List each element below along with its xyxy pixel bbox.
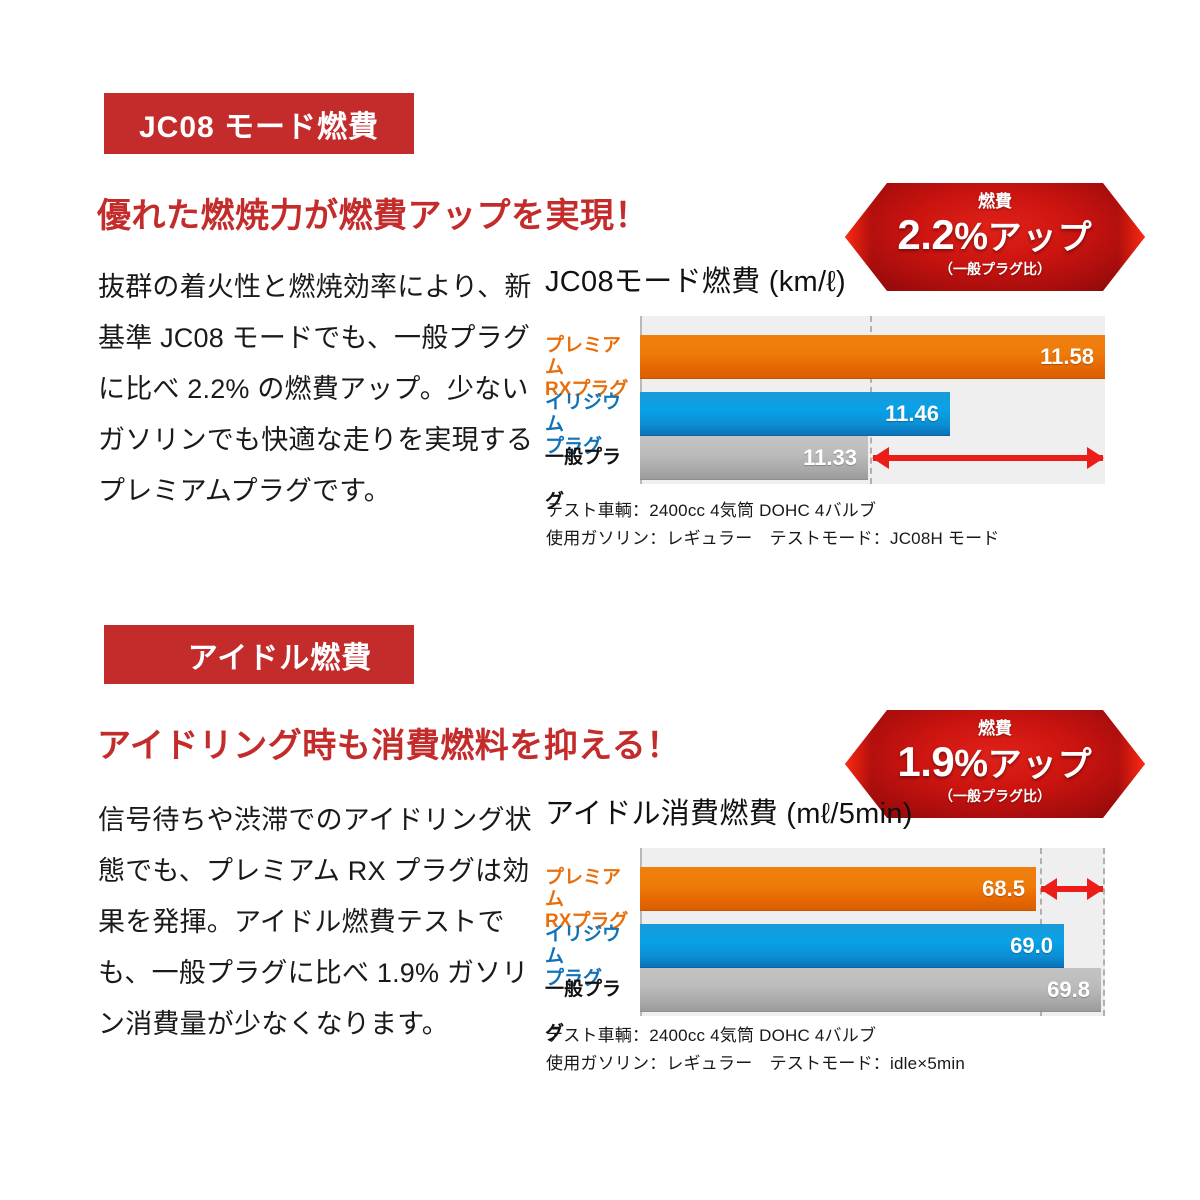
chart-bar-iridium: 11.46: [640, 392, 950, 436]
badge-percent: %: [954, 216, 988, 258]
chart-note-idle: テスト車輌：2400cc 4気筒 DOHC 4バルブ 使用ガソリン：レギュラー …: [546, 1022, 965, 1078]
section-tag-jc08: JC08 モード燃費: [104, 93, 414, 154]
reference-line-standard: [1103, 848, 1105, 1016]
chart-plot-area: プレミアム RXプラグ 68.5 イリジウム プラグ 69.0 一般プ: [545, 848, 1105, 1044]
section-idle-fuel: アイドル燃費 アイドリング時も消費燃料を抑える！ 信号待ちや渋滞でのアイドリング…: [0, 600, 1200, 1200]
chart-idle-fuel: アイドル消費燃費 (mℓ/5min) プレミアム RXプラグ 68.5: [545, 790, 1105, 1044]
badge-main-value: 2.2%アップ: [845, 212, 1145, 261]
section-copy-jc08: 抜群の着火性と燃焼効率により、新基準 JC08 モードでも、一般プラグに比べ 2…: [98, 262, 538, 517]
chart-row-label-iridium: イリジウム プラグ: [545, 924, 622, 989]
badge-main-value: 1.9%アップ: [845, 739, 1145, 788]
chart-bar-standard: 69.8: [640, 968, 1101, 1012]
section-lead-jc08: 優れた燃焼力が燃費アップを実現！: [97, 197, 649, 235]
chart-row-standard: 一般プラグ 11.33: [545, 436, 1105, 512]
note-line-fuel: 使用ガソリン：レギュラー テストモード：JC08H モード: [546, 529, 1000, 548]
chart-row-label-iridium: イリジウム プラグ: [545, 392, 622, 457]
note-line-vehicle: テスト車輌：2400cc 4気筒 DOHC 4バルブ: [546, 501, 877, 520]
badge-up-label: アップ: [987, 746, 1093, 784]
chart-bar-value-premium-rx: 11.58: [1040, 343, 1094, 369]
chart-bar-standard: 11.33: [640, 436, 868, 480]
badge-percent: %: [954, 743, 988, 785]
chart-note-jc08: テスト車輌：2400cc 4気筒 DOHC 4バルブ 使用ガソリン：レギュラー …: [546, 497, 1000, 553]
chart-row-iridium: イリジウム プラグ 11.46: [545, 392, 1105, 457]
badge-number: 1.9: [897, 738, 955, 785]
chart-row-label-standard: 一般プラグ: [545, 979, 622, 1044]
chart-row-label-standard: 一般プラグ: [545, 447, 622, 512]
copy-paragraph: 信号待ちや渋滞でのアイドリング状態でも、プレミアム RX プラグは効果を発揮。ア…: [98, 805, 532, 1039]
section-jc08-mode: JC08 モード燃費 優れた燃焼力が燃費アップを実現！ 抜群の着火性と燃焼効率に…: [0, 0, 1200, 600]
section-copy-idle: 信号待ちや渋滞でのアイドリング状態でも、プレミアム RX プラグは効果を発揮。ア…: [98, 795, 538, 1050]
copy-paragraph: 抜群の着火性と燃焼効率により、新基準 JC08 モードでも、一般プラグに比べ 2…: [98, 272, 534, 506]
section-lead-idle: アイドリング時も消費燃料を抑える！: [97, 727, 681, 765]
chart-bar-value-standard: 11.33: [803, 444, 857, 470]
section-tag-idle: アイドル燃費: [104, 625, 414, 684]
chart-row-iridium: イリジウム プラグ 69.0: [545, 924, 1105, 989]
chart-bar-value-iridium: 69.0: [1010, 932, 1053, 958]
note-line-vehicle: テスト車輌：2400cc 4気筒 DOHC 4バルブ: [546, 1026, 877, 1045]
chart-bar-premium-rx: 11.58: [640, 335, 1105, 379]
arrow-head-right-icon: [1087, 878, 1104, 900]
badge-up-label: アップ: [987, 219, 1093, 257]
chart-plot-area: プレミアム RXプラグ 11.58 イリジウム プラグ 11.46 一般プラグ 11…: [545, 316, 1105, 512]
arrow-head-left-icon: [872, 447, 889, 469]
badge-fuel-gain-2-2: 燃費 2.2%アップ （一般プラグ比）: [845, 183, 1145, 291]
arrow-head-right-icon: [1087, 447, 1104, 469]
chart-title: アイドル消費燃費 (mℓ/5min): [545, 798, 913, 830]
chart-row-label-premium-rx: プレミアム RXプラグ: [545, 335, 629, 400]
badge-sub-label: （一般プラグ比）: [939, 788, 1051, 804]
chart-jc08-mode: JC08モード燃費 (km/ℓ) プレミアム RXプラグ 11.58 イリジウムプ…: [545, 258, 1105, 512]
badge-sub-label: （一般プラグ比）: [939, 261, 1051, 277]
arrow-shaft: [1041, 886, 1103, 892]
chart-row-label-premium-rx: プレミアム RXプラグ: [545, 867, 629, 932]
arrow-head-left-icon: [1040, 878, 1057, 900]
chart-row-premium-rx: プレミアム RXプラグ 11.58: [545, 335, 1105, 400]
badge-fuel-gain-1-9: 燃費 1.9%アップ （一般プラグ比）: [845, 710, 1145, 818]
note-line-fuel: 使用ガソリン：レギュラー テストモード：idle×5min: [546, 1054, 966, 1073]
chart-bar-premium-rx: 68.5: [640, 867, 1036, 911]
chart-title: JC08モード燃費 (km/ℓ): [545, 266, 846, 298]
chart-row-premium-rx: プレミアム RXプラグ 68.5: [545, 867, 1105, 932]
arrow-shaft: [873, 455, 1103, 461]
chart-bar-value-standard: 69.8: [1047, 976, 1090, 1002]
chart-row-standard: 一般プラグ 69.8: [545, 968, 1105, 1044]
badge-number: 2.2: [897, 211, 955, 258]
badge-top-label: 燃費: [978, 192, 1012, 211]
chart-bar-value-premium-rx: 68.5: [982, 875, 1025, 901]
badge-top-label: 燃費: [978, 719, 1012, 738]
chart-bar-iridium: 69.0: [640, 924, 1064, 968]
chart-bar-value-iridium: 11.46: [885, 400, 939, 426]
